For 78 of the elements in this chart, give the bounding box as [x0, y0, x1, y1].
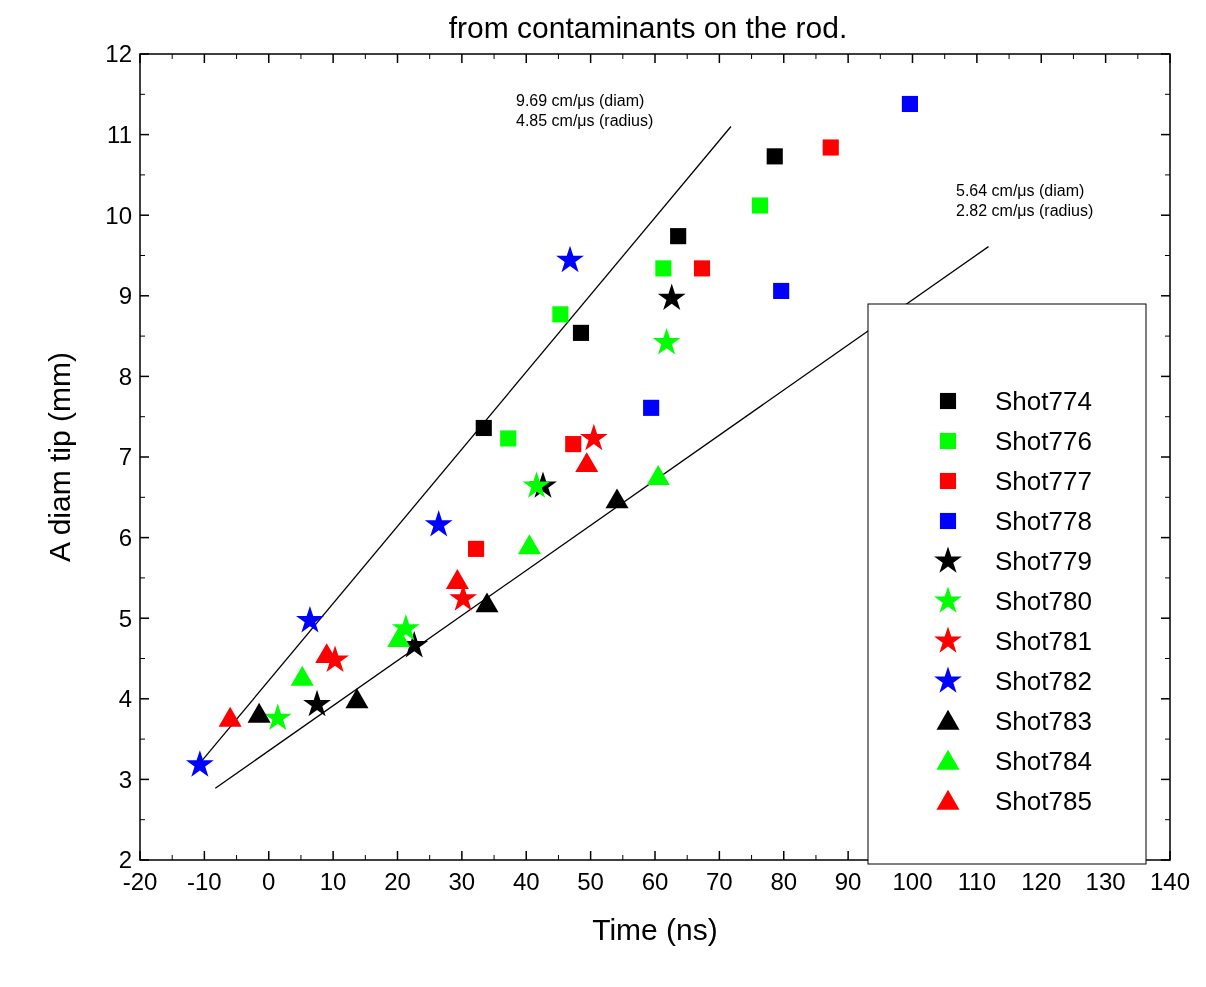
- x-tick-label: 140: [1149, 868, 1191, 895]
- point: [556, 245, 584, 273]
- point: [467, 540, 485, 557]
- x-tick-label: 90: [834, 868, 862, 895]
- y-tick-label: 4: [118, 685, 132, 713]
- point: [773, 282, 790, 300]
- legend-label: Shot781: [995, 626, 1092, 657]
- y-tick-label: 5: [118, 604, 132, 632]
- point: [575, 452, 599, 473]
- point: [517, 534, 541, 555]
- point: [296, 606, 324, 633]
- point: [572, 324, 590, 341]
- point: [822, 139, 839, 156]
- x-tick-label: 20: [384, 868, 411, 895]
- point: [445, 569, 469, 589]
- point: [552, 306, 569, 323]
- point: [565, 436, 582, 453]
- point: [387, 627, 411, 647]
- legend-label: Shot777: [995, 466, 1092, 497]
- point: [901, 95, 918, 113]
- annotation: 5.64 cm/μs (diam) 2.82 cm/μs (radius): [956, 182, 1094, 219]
- x-tick-label: 60: [641, 868, 669, 895]
- point: [185, 750, 214, 777]
- legend-label: Shot778: [995, 506, 1092, 537]
- x-tick-label: 40: [512, 868, 540, 895]
- x-tick-label: 70: [706, 868, 733, 895]
- point: [290, 665, 314, 686]
- x-tick-label: 10: [319, 868, 347, 895]
- legend-label: Shot784: [995, 746, 1092, 777]
- point: [303, 689, 331, 717]
- legend-label: Shot780: [995, 586, 1092, 617]
- x-tick-label: 130: [1085, 868, 1126, 895]
- point: [424, 510, 453, 537]
- point: [766, 148, 783, 165]
- point: [646, 465, 670, 485]
- y-axis-title: A diam tip (mm): [43, 351, 76, 563]
- x-tick-label: 80: [770, 868, 798, 895]
- legend-label: Shot785: [995, 786, 1092, 817]
- point: [500, 430, 517, 447]
- x-axis-title: Time (ns): [592, 913, 718, 946]
- legend-label: Shot783: [995, 706, 1092, 737]
- y-tick-label: 10: [105, 201, 132, 229]
- point: [693, 260, 711, 277]
- x-tick-label: 100: [892, 868, 933, 895]
- legend-label: Shot782: [995, 666, 1092, 697]
- x-tick-label: -10: [187, 868, 222, 895]
- legend-label: Shot774: [995, 386, 1092, 417]
- chart-title: from contaminants on the rod.: [448, 11, 848, 44]
- x-tick-label: 30: [448, 868, 476, 895]
- y-tick-label: 8: [118, 362, 132, 390]
- point: [605, 488, 629, 509]
- annotation: 9.69 cm/μs (diam) 4.85 cm/μs (radius): [516, 92, 654, 129]
- y-tick-label: 9: [118, 282, 132, 310]
- legend-label: Shot776: [995, 426, 1092, 457]
- x-tick-label: 50: [577, 868, 604, 895]
- x-tick-label: 0: [262, 868, 276, 895]
- y-tick-label: 12: [105, 40, 132, 68]
- point: [475, 419, 492, 437]
- point: [475, 592, 499, 613]
- point: [655, 260, 672, 277]
- point: [657, 283, 686, 311]
- point: [345, 688, 369, 709]
- y-tick-label: 11: [107, 121, 132, 148]
- y-tick-label: 3: [118, 765, 132, 793]
- y-tick-label: 7: [118, 443, 132, 471]
- x-tick-label: 120: [1021, 868, 1062, 895]
- point: [579, 423, 608, 451]
- point: [263, 703, 292, 730]
- y-tick-label: 6: [118, 524, 132, 551]
- point: [522, 471, 551, 498]
- x-tick-label: 110: [957, 868, 997, 895]
- legend-label: Shot779: [995, 546, 1092, 577]
- point: [218, 706, 242, 727]
- point: [670, 228, 687, 245]
- point: [751, 197, 768, 214]
- point: [643, 399, 660, 416]
- point: [247, 702, 271, 723]
- point: [652, 327, 681, 355]
